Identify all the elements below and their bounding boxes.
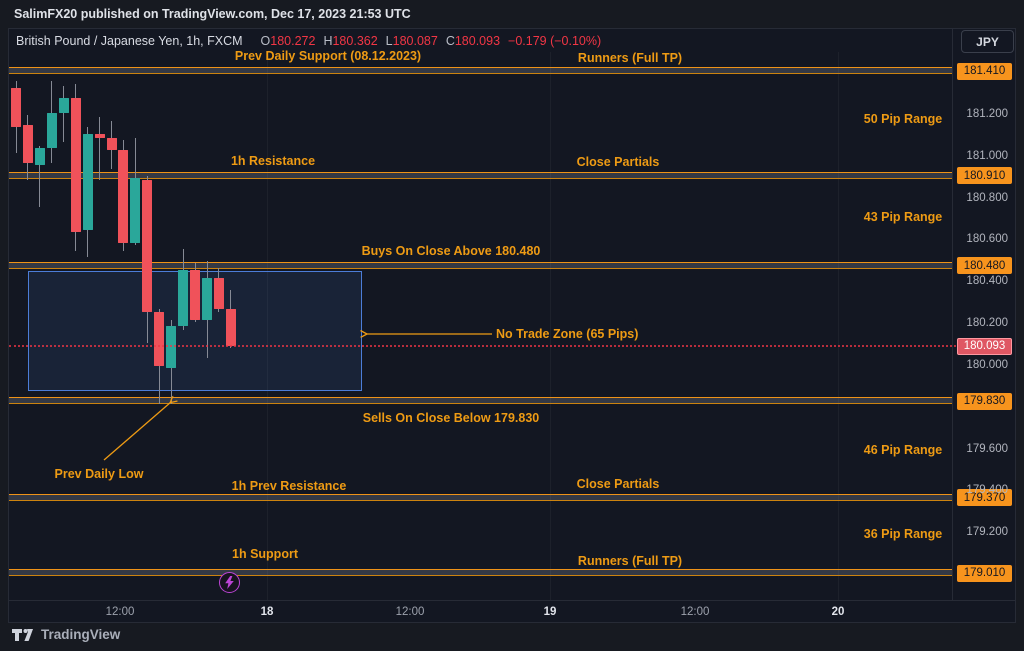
price-label-180.910: 180.910 [957,167,1012,185]
time-tick-12:00: 12:00 [105,606,135,618]
key-level-band-179.010 [9,569,952,576]
annotation-support-1h: 1h Support [232,547,298,561]
annotation-prev-resistance-1h: 1h Prev Resistance [231,479,347,493]
price-label-179.370: 179.370 [957,489,1012,507]
price-tick-179.400: 179.400 [966,484,1008,497]
candle-body-down [70,98,81,233]
key-level-band-179.830 [9,397,952,405]
open-value: 180.272 [270,34,316,48]
candle-body-down [106,137,117,151]
key-level-band-180.480 [9,261,952,269]
key-level-band-179.370 [9,493,952,501]
tradingview-logo[interactable]: TradingView [12,627,120,642]
price-label-179.830: 179.830 [957,392,1012,410]
price-tick-180.400: 180.400 [966,275,1008,288]
key-level-band-180.910 [9,171,952,179]
annotation-runners-full-tp-bottom: Runners (Full TP) [577,554,683,568]
lightning-icon[interactable] [219,572,240,593]
time-tick-18: 18 [260,606,274,618]
chart-frame [8,28,1016,623]
annotation-prev-daily-low: Prev Daily Low [54,467,144,481]
annotation-close-partials-top: Close Partials [576,155,660,169]
time-tick-19: 19 [543,606,557,618]
price-axis-separator [952,28,953,600]
price-label-179.010: 179.010 [957,564,1012,582]
candle-body-up [34,148,45,166]
gridline-day-18 [267,52,268,600]
price-tick-179.200: 179.200 [966,526,1008,539]
candle-body-down [225,309,236,347]
gridline-day-20 [838,52,839,600]
candle-body-down [213,278,224,310]
price-label-181.410: 181.410 [957,62,1012,80]
high-value: 180.362 [332,34,378,48]
candle-body-up [130,177,141,243]
current-price-line [9,345,956,347]
price-tick-180.800: 180.800 [966,191,1008,204]
annotation-range-36-pip: 36 Pip Range [863,527,943,541]
price-tick-181.000: 181.000 [966,149,1008,162]
tradingview-mark-icon [12,628,33,641]
gridline-day-19 [550,52,551,600]
low-key: L [385,34,393,48]
candle-body-up [178,269,189,327]
price-label-180.480: 180.480 [957,257,1012,275]
candle-wick [99,117,101,180]
annotation-runners-full-tp-top: Runners (Full TP) [577,51,683,65]
annotation-sells-on-close: Sells On Close Below 179.830 [362,411,540,425]
annotation-prev-daily-support: Prev Daily Support (08.12.2023) [234,49,422,63]
time-tick-12:00: 12:00 [680,606,710,618]
attribution-link[interactable]: SalimFX20 published on TradingView.com, … [14,7,411,21]
candle-body-up [58,98,69,113]
close-value: 180.093 [454,34,501,48]
close-key: C [445,34,455,48]
candle-body-down [22,125,33,164]
annotation-close-partials-bottom: Close Partials [576,477,660,491]
candle-wick [39,146,41,207]
chart-legend: British Pound / Japanese Yen, 1h, FXCM O1… [16,34,601,48]
candle-body-up [202,278,213,320]
price-tick-181.200: 181.200 [966,107,1008,120]
price-tick-179.600: 179.600 [966,442,1008,455]
candle-body-down [142,179,153,312]
symbol-title[interactable]: British Pound / Japanese Yen, 1h, FXCM [16,34,243,48]
candle-body-up [166,326,177,368]
price-tick-180.600: 180.600 [966,233,1008,246]
key-level-band-181.410 [9,67,952,74]
annotation-resistance-1h: 1h Resistance [230,154,316,168]
tradingview-wordmark: TradingView [41,627,121,642]
annotation-range-46-pip: 46 Pip Range [863,443,943,457]
lightning-glyph [225,576,234,589]
price-tick-180.200: 180.200 [966,317,1008,330]
open-key: O [260,34,271,48]
high-key: H [323,34,333,48]
low-value: 180.087 [392,34,438,48]
annotation-range-50-pip: 50 Pip Range [863,112,943,126]
current-price-label: 180.093 [957,337,1012,355]
candle-body-down [118,150,129,243]
candle-body-up [82,133,93,230]
price-tick-180.000: 180.000 [966,358,1008,371]
annotation-range-43-pip: 43 Pip Range [863,210,943,224]
candle-wick [63,85,65,143]
annotation-no-trade-zone-label: No Trade Zone (65 Pips) [496,327,639,341]
candle-body-down [190,269,201,320]
candle-body-down [11,87,21,128]
candle-body-up [46,112,57,149]
time-tick-12:00: 12:00 [395,606,425,618]
change-value: −0.179 (−0.10%) [508,34,602,48]
time-axis-separator [8,600,1016,601]
time-tick-20: 20 [831,606,845,618]
candle-body-down [154,311,165,366]
annotation-buys-on-close: Buys On Close Above 180.480 [361,244,541,258]
currency-axis-button[interactable]: JPY [961,30,1014,53]
candle-body-down [94,133,105,138]
